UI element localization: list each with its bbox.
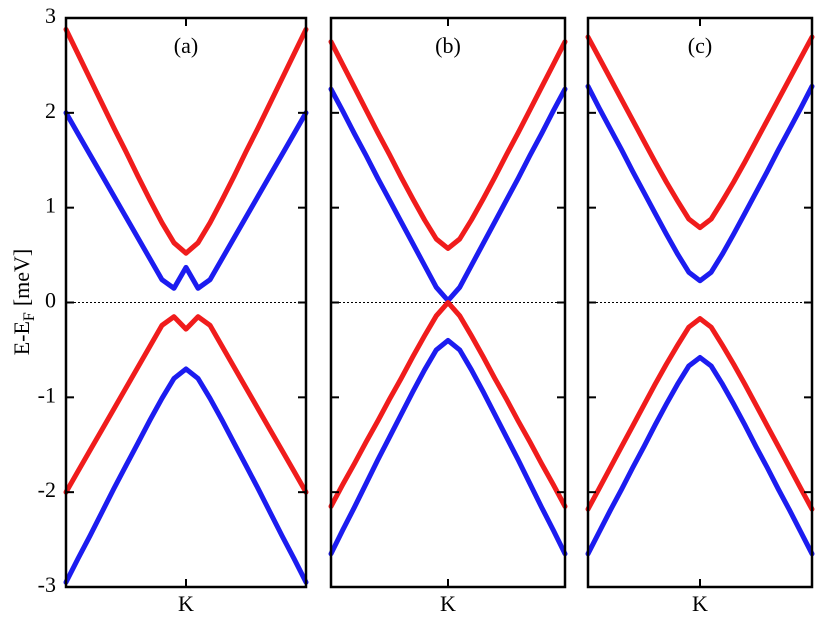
band-line: [63, 26, 309, 256]
panel-label: (c): [688, 33, 712, 58]
y-label-unit: [meV]: [9, 249, 34, 306]
y-tick-label: 0: [45, 288, 56, 313]
band-line: [585, 83, 815, 284]
band-line: [585, 355, 815, 557]
band-line: [328, 300, 568, 509]
panel-frame: [586, 16, 814, 589]
band-line: [328, 86, 568, 304]
x-tick-label: K: [440, 591, 456, 616]
panel-frame: [64, 16, 308, 589]
y-tick-label: -2: [38, 477, 56, 502]
band-line: [585, 34, 815, 231]
y-tick-label: 3: [45, 3, 56, 28]
y-tick-label: -1: [38, 382, 56, 407]
band-line: [328, 337, 568, 557]
panel-frame: [329, 16, 567, 589]
band-line: [63, 366, 309, 585]
y-axis-label: E-EF [meV]: [9, 249, 38, 356]
band-line: [328, 39, 568, 251]
x-tick-label: K: [692, 591, 708, 616]
band-line: [63, 314, 309, 495]
y-tick-label: -3: [38, 572, 56, 597]
x-tick-label: K: [178, 591, 194, 616]
band-line: [585, 316, 815, 512]
y-label-main: E-E: [9, 321, 34, 355]
panel-label: (b): [435, 33, 461, 58]
y-tick-label: 2: [45, 98, 56, 123]
y-tick-label: 1: [45, 193, 56, 218]
band-line: [63, 110, 309, 291]
y-label-sub: F: [21, 312, 38, 321]
panel-label: (a): [174, 33, 198, 58]
